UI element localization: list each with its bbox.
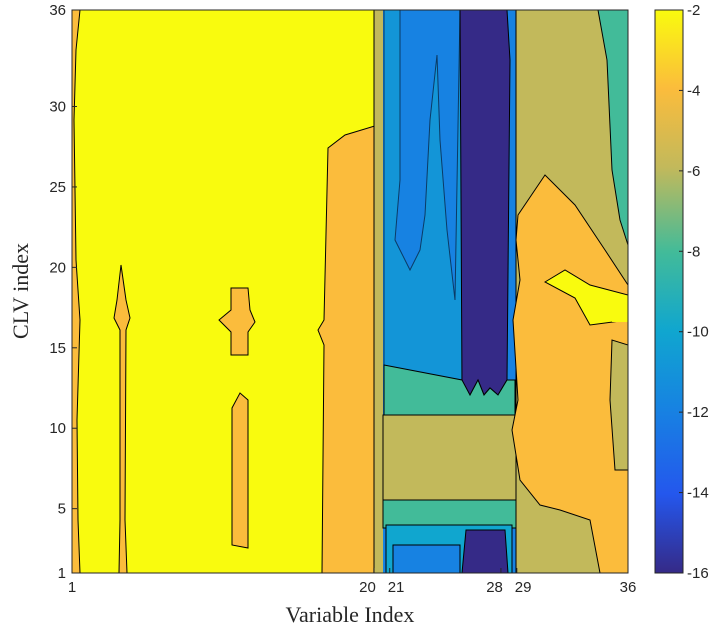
- x-tick-label: 20: [359, 579, 376, 596]
- x-axis-ticks: 1 20 21 28 29 36: [68, 568, 637, 596]
- region-navy-lower: [461, 529, 509, 573]
- y-tick-label: 25: [49, 179, 66, 196]
- plot-area: [72, 10, 633, 573]
- colorbar-tick-label: -10: [687, 324, 709, 341]
- colorbar-tick-label: -12: [687, 404, 709, 421]
- region-orange-right: [511, 174, 628, 573]
- x-axis-label: Variable Index: [286, 602, 415, 627]
- y-tick-label: 36: [49, 2, 66, 19]
- colorbar-tick-label: -2: [687, 2, 700, 19]
- region-orange-left-strip: [72, 10, 81, 573]
- colorbar-tick-label: -6: [687, 163, 700, 180]
- x-tick-label: 21: [388, 579, 405, 596]
- region-orange-island-upper: [218, 287, 256, 356]
- y-tick-label: 30: [49, 99, 66, 116]
- y-tick-label: 20: [49, 259, 66, 276]
- colorbar: [654, 9, 684, 574]
- region-blue-lower-dark: [392, 544, 461, 573]
- colorbar-tick-label: -14: [687, 485, 709, 502]
- y-tick-label: 1: [58, 565, 66, 582]
- region-green-lower: [382, 499, 517, 529]
- region-olive-middle: [382, 414, 517, 504]
- region-teal-right: [597, 10, 628, 246]
- region-orange-spike-x4: [113, 264, 131, 573]
- x-tick-label: 29: [515, 579, 532, 596]
- y-axis-label: CLV index: [8, 243, 33, 339]
- region-yellow-right-small: [612, 300, 628, 322]
- y-tick-label: 15: [49, 340, 66, 357]
- colorbar-tick-label: -4: [687, 82, 700, 99]
- region-navy-column: [459, 10, 511, 396]
- colorbar-tick-label: -8: [687, 243, 700, 260]
- x-tick-label: 28: [486, 579, 503, 596]
- region-yellow-right: [543, 269, 628, 326]
- y-tick-label: 10: [49, 420, 66, 437]
- region-marker-dot: [631, 343, 633, 351]
- region-orange-island-lower: [231, 392, 249, 549]
- colorbar-tick-label: -16: [687, 565, 709, 582]
- plot-frame: [71, 9, 629, 574]
- colorbar-ticks: -2 -4 -6 -8 -10 -12 -14 -16: [679, 2, 709, 582]
- x-tick-label: 36: [620, 579, 637, 596]
- x-tick-label: 1: [68, 579, 76, 596]
- y-tick-label: 5: [58, 501, 66, 518]
